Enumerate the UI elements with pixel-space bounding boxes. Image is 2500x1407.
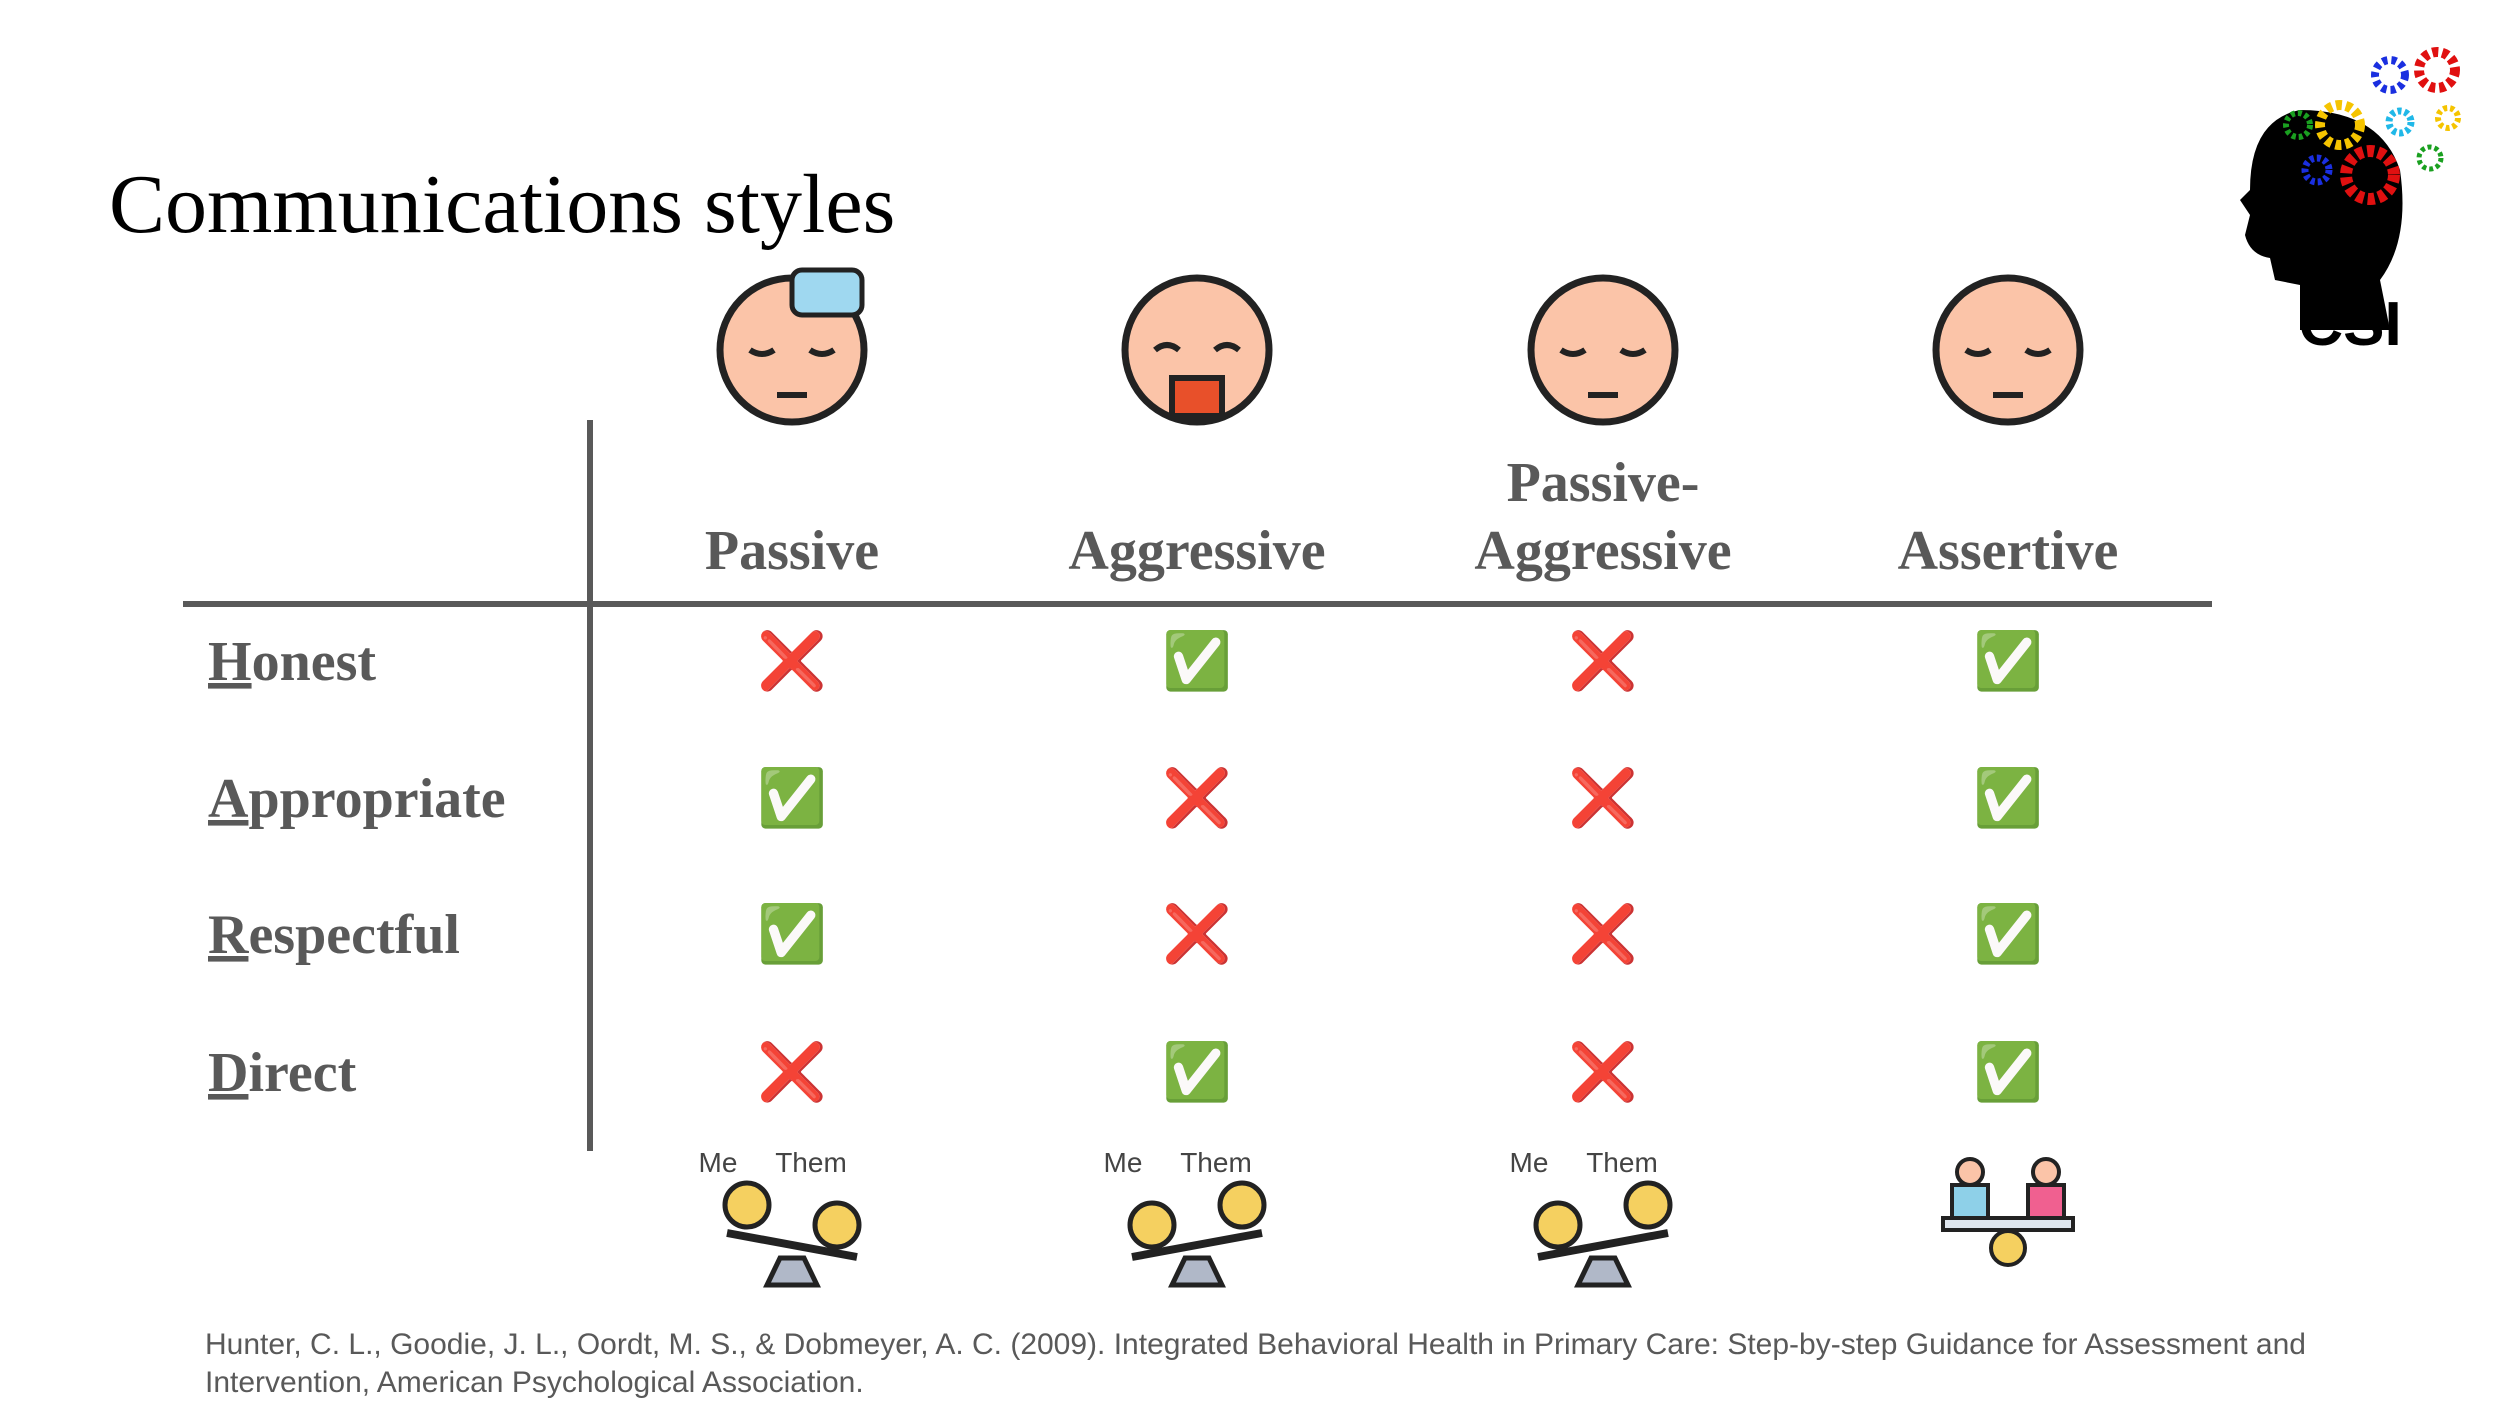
person-head <box>2031 1157 2061 1187</box>
cell-mark: ✅ <box>1973 902 2043 966</box>
column-header: Aggressive <box>1068 520 1325 582</box>
cell-mark: ✅ <box>1162 629 1232 693</box>
row-initial: D <box>208 1042 248 1104</box>
citation: Intervention, American Psychological Ass… <box>205 1366 864 1399</box>
cell-mark: ✅ <box>1973 1040 2043 1104</box>
them-label: Them <box>1586 1147 1658 1178</box>
seesaw-plank <box>1131 1229 1263 1261</box>
me-face <box>1533 1200 1583 1250</box>
seesaw-base <box>1574 1255 1632 1288</box>
seesaw-icon <box>1127 1180 1267 1288</box>
cell-mark: ❌ <box>757 629 827 694</box>
face-icon <box>1932 274 2084 426</box>
face-icon <box>1121 274 1273 426</box>
cell-mark: ❌ <box>1568 1040 1638 1105</box>
row-rest: onest <box>252 631 377 693</box>
speech-bubble <box>789 267 865 318</box>
seesaw-base <box>763 1255 821 1288</box>
row-initial: R <box>208 904 249 966</box>
logo: CSI <box>2240 47 2461 359</box>
row-header: Respectful <box>208 904 460 966</box>
row-header: Honest <box>208 631 376 693</box>
seesaw-plank <box>726 1229 858 1261</box>
balance-icon <box>1941 1157 2075 1267</box>
them-label: Them <box>775 1147 847 1178</box>
cell-mark: ✅ <box>1973 766 2043 830</box>
column-header: Passive- <box>1507 452 1700 514</box>
seesaw-icon <box>722 1180 862 1288</box>
me-label: Me <box>1104 1147 1143 1178</box>
column-header: Assertive <box>1898 520 2119 582</box>
row-header: Direct <box>208 1042 357 1104</box>
cell-mark: ❌ <box>1162 902 1232 967</box>
row-initial: H <box>208 631 252 693</box>
title: Communications styles <box>109 158 895 251</box>
them-face <box>1623 1180 1673 1230</box>
them-label: Them <box>1180 1147 1252 1178</box>
row-header: Appropriate <box>208 768 506 830</box>
face <box>1932 274 2084 426</box>
them-face <box>1217 1180 1267 1230</box>
face <box>1121 274 1273 426</box>
fulcrum <box>1989 1229 2027 1267</box>
cell-mark: ✅ <box>757 766 827 830</box>
person <box>1950 1183 1990 1220</box>
me-face <box>1127 1200 1177 1250</box>
row-rest: espectful <box>248 904 460 966</box>
mouth <box>1169 375 1225 419</box>
seesaw-base <box>1168 1255 1226 1288</box>
face-icon <box>1527 274 1679 426</box>
cell-mark: ✅ <box>1973 629 2043 693</box>
column-header: Aggressive <box>1474 520 1731 582</box>
cell-mark: ❌ <box>1568 766 1638 831</box>
person <box>2026 1183 2066 1220</box>
cell-mark: ❌ <box>1568 902 1638 967</box>
me-face <box>722 1180 772 1230</box>
me-label: Me <box>1510 1147 1549 1178</box>
citation: Hunter, C. L., Goodie, J. L., Oordt, M. … <box>205 1328 2306 1361</box>
logo-text: CSI <box>2298 290 2401 359</box>
seesaw-icon <box>1533 1180 1673 1288</box>
column-header: Passive <box>705 520 879 582</box>
row-rest: ppropriate <box>248 768 505 830</box>
cell-mark: ❌ <box>1568 629 1638 694</box>
row-rest: irect <box>248 1042 356 1104</box>
seesaw-plank <box>1537 1229 1669 1261</box>
face <box>1527 274 1679 426</box>
eye <box>748 347 836 357</box>
cell-mark: ✅ <box>1162 1040 1232 1104</box>
row-initial: A <box>208 768 249 830</box>
person-head <box>1955 1157 1985 1187</box>
eye <box>1964 347 2052 357</box>
eye <box>1153 342 1241 353</box>
eye <box>1559 347 1647 357</box>
me-label: Me <box>699 1147 738 1178</box>
cell-mark: ✅ <box>757 902 827 966</box>
them-face <box>812 1200 862 1250</box>
face-icon <box>716 267 868 426</box>
cell-mark: ❌ <box>1162 766 1232 831</box>
cell-mark: ❌ <box>757 1040 827 1105</box>
